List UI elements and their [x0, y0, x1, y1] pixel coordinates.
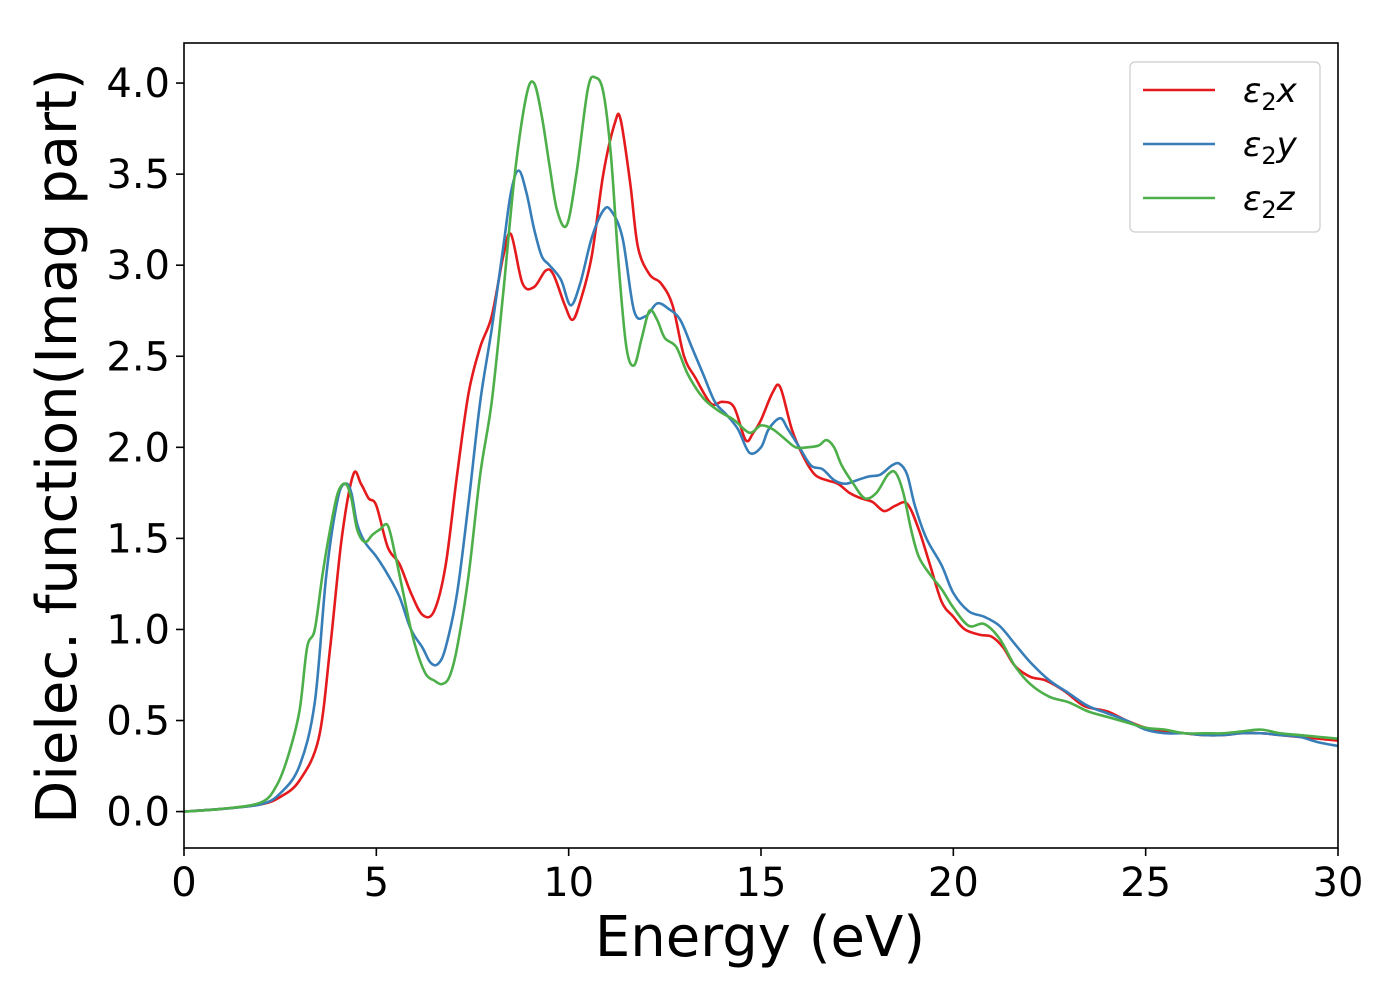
x-tick-label: 5 [364, 860, 389, 906]
legend: ε2x ε2y ε2z [1129, 61, 1321, 233]
legend-label-y: ε2y [1243, 125, 1298, 170]
y-tick-label: 0.0 [106, 790, 170, 836]
series-line-y [184, 169, 1338, 813]
y-tick-label: 2.0 [106, 425, 170, 471]
y-axis: 0.0 0.5 1.0 1.5 2.0 2.5 3.0 3.5 4.0 [106, 61, 184, 836]
legend-label-z: ε2z [1243, 179, 1296, 224]
x-tick-label: 25 [1120, 860, 1171, 906]
series-layer [184, 75, 1338, 813]
x-axis-title: Energy (eV) [595, 905, 925, 970]
y-tick-label: 1.5 [106, 516, 170, 562]
series-line-z [184, 75, 1338, 813]
x-axis: 0 5 10 15 20 25 30 [171, 848, 1363, 906]
legend-box [1129, 61, 1321, 233]
y-tick-label: 4.0 [106, 61, 170, 107]
legend-label-x: ε2x [1243, 71, 1298, 116]
x-tick-label: 30 [1313, 860, 1364, 906]
x-tick-label: 20 [928, 860, 979, 906]
y-tick-label: 0.5 [106, 699, 170, 745]
y-tick-label: 3.5 [106, 152, 170, 198]
x-tick-label: 10 [543, 860, 594, 906]
y-tick-label: 2.5 [106, 334, 170, 380]
x-tick-label: 0 [171, 860, 196, 906]
y-tick-label: 3.0 [106, 243, 170, 289]
x-tick-label: 15 [736, 860, 787, 906]
y-axis-title: Dielec. function(Imag part) [25, 68, 90, 824]
y-tick-label: 1.0 [106, 607, 170, 653]
